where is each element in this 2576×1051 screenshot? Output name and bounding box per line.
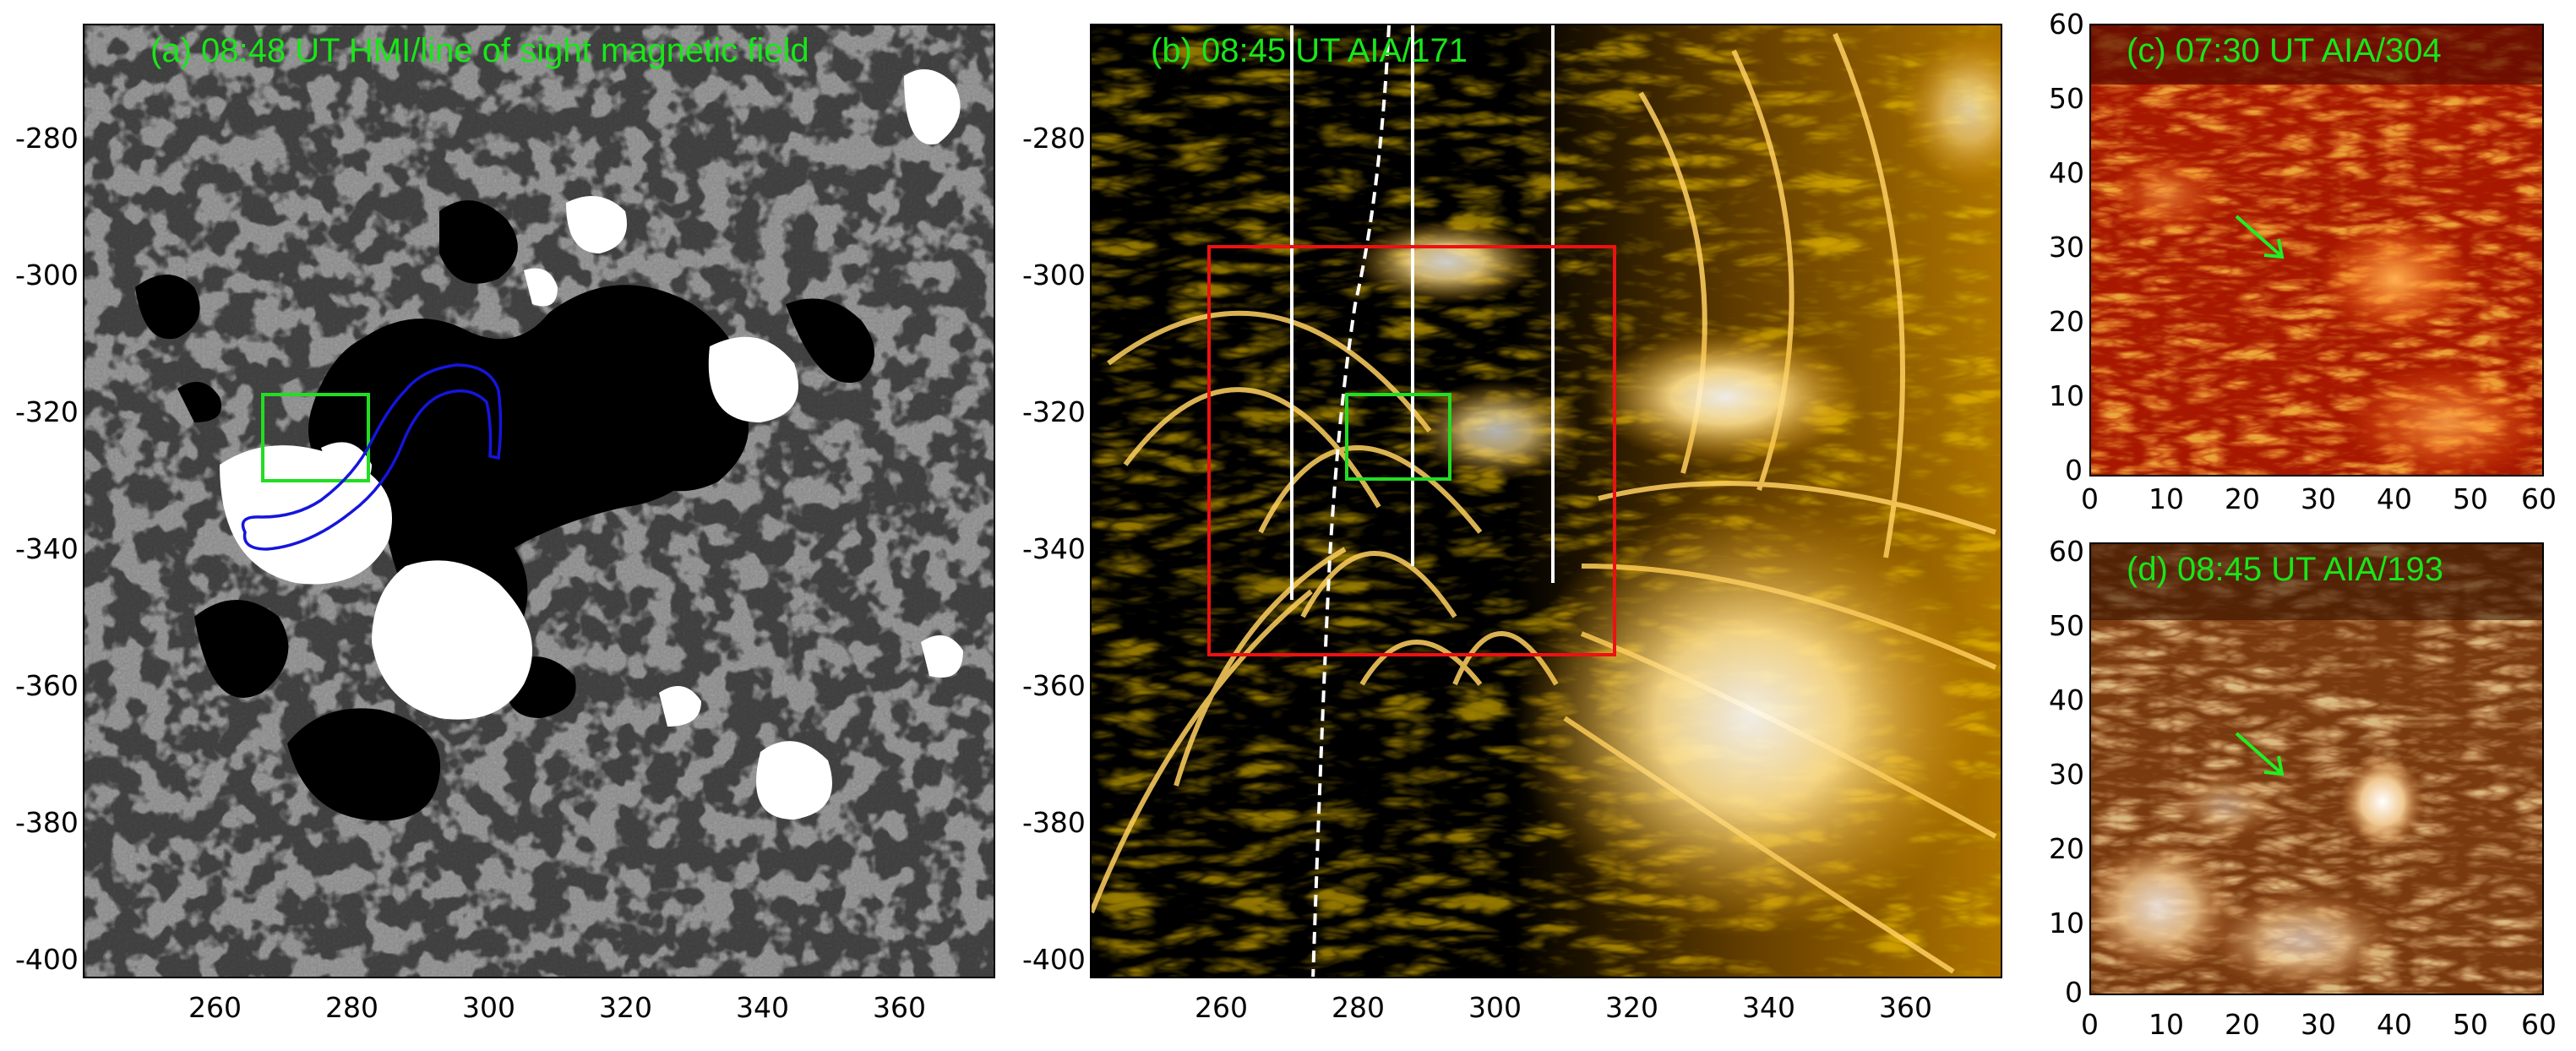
panel-c-aia304: (c) 07:30 UT AIA/304	[2089, 24, 2544, 476]
b-xtick: 360	[1879, 991, 1932, 1024]
aia171-image	[1092, 25, 2001, 977]
d-ytick: 20	[2049, 832, 2084, 865]
a-ytick: -320	[15, 395, 79, 428]
c-xtick: 30	[2301, 482, 2336, 515]
d-ytick: 40	[2049, 683, 2084, 716]
panel-c-title: (c) 07:30 UT AIA/304	[2127, 32, 2442, 69]
panel-d-aia193: (d) 08:45 UT AIA/193	[2089, 542, 2544, 995]
d-ytick: 60	[2049, 535, 2084, 568]
a-xtick: 320	[599, 991, 652, 1024]
a-xtick: 300	[462, 991, 515, 1024]
dashed-neutral-line	[1311, 25, 1391, 977]
c-xtick: 0	[2081, 482, 2099, 515]
c-xtick: 40	[2377, 482, 2412, 515]
blue-contour	[241, 363, 503, 551]
c-ytick: 50	[2049, 82, 2084, 115]
b-xtick: 280	[1332, 991, 1385, 1024]
a-xtick: 340	[736, 991, 789, 1024]
d-xtick: 20	[2225, 1008, 2260, 1041]
c-ytick: 0	[2065, 454, 2083, 487]
a-ytick: -400	[15, 943, 79, 976]
c-ytick: 40	[2049, 156, 2084, 189]
b-ytick: -380	[1022, 806, 1086, 839]
d-ytick: 30	[2049, 758, 2084, 791]
c-xtick: 60	[2521, 482, 2557, 515]
red-fov-box	[1207, 245, 1616, 656]
panel-b-title: (b) 08:45 UT AIA/171	[1151, 32, 1468, 69]
d-xtick: 50	[2453, 1008, 2488, 1041]
d-ytick: 10	[2049, 907, 2084, 939]
green-arrow-icon	[2235, 732, 2285, 776]
magnetogram-image	[84, 25, 994, 977]
b-xtick: 340	[1742, 991, 1795, 1024]
c-ytick: 10	[2049, 379, 2084, 412]
d-xtick: 60	[2521, 1008, 2557, 1041]
green-region-box	[261, 393, 370, 482]
aia304-image	[2091, 25, 2542, 475]
a-xtick: 260	[188, 991, 242, 1024]
panel-a-hmi-magnetogram: (a) 08:48 UT HMI/line of sight magnetic …	[83, 24, 995, 978]
panel-b-aia171: (b) 08:45 UT AIA/171	[1090, 24, 2002, 978]
b-ytick: -280	[1022, 122, 1086, 155]
a-ytick: -380	[15, 806, 79, 839]
d-ytick: 0	[2065, 976, 2083, 1009]
b-xtick: 300	[1468, 991, 1522, 1024]
b-xtick: 320	[1605, 991, 1658, 1024]
d-xtick: 30	[2301, 1008, 2336, 1041]
b-ytick: -400	[1022, 943, 1086, 976]
green-arrow-icon	[2235, 215, 2285, 259]
c-ytick: 30	[2049, 231, 2084, 264]
b-ytick: -360	[1022, 669, 1086, 702]
d-xtick: 40	[2377, 1008, 2412, 1041]
d-ytick: 50	[2049, 609, 2084, 642]
b-ytick: -340	[1022, 532, 1086, 565]
c-ytick: 60	[2049, 8, 2084, 41]
c-ytick: 20	[2049, 305, 2084, 338]
d-xtick: 0	[2081, 1008, 2099, 1041]
a-xtick: 360	[873, 991, 926, 1024]
b-xtick: 260	[1195, 991, 1248, 1024]
a-ytick: -300	[15, 259, 79, 291]
aia193-image	[2091, 544, 2542, 994]
a-xtick: 280	[325, 991, 379, 1024]
c-xtick: 20	[2225, 482, 2260, 515]
panel-d-title: (d) 08:45 UT AIA/193	[2127, 551, 2444, 588]
b-ytick: -300	[1022, 259, 1086, 291]
panel-a-title: (a) 08:48 UT HMI/line of sight magnetic …	[150, 32, 809, 69]
c-xtick: 10	[2148, 482, 2184, 515]
d-xtick: 10	[2148, 1008, 2184, 1041]
c-xtick: 50	[2453, 482, 2488, 515]
a-ytick: -280	[15, 122, 79, 155]
green-region-box	[1345, 393, 1451, 481]
a-ytick: -360	[15, 669, 79, 702]
b-ytick: -320	[1022, 395, 1086, 428]
a-ytick: -340	[15, 532, 79, 565]
